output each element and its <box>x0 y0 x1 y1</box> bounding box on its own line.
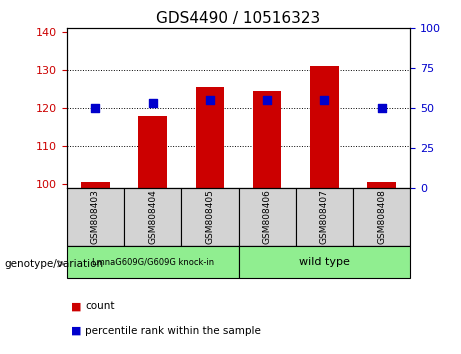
Text: ■: ■ <box>71 301 82 311</box>
Bar <box>296 188 353 246</box>
Bar <box>195 87 224 188</box>
Title: GDS4490 / 10516323: GDS4490 / 10516323 <box>156 11 321 26</box>
Point <box>92 105 99 111</box>
Point <box>378 105 385 111</box>
Text: LmnaG609G/G609G knock-in: LmnaG609G/G609G knock-in <box>92 257 214 267</box>
Text: GSM808405: GSM808405 <box>206 189 214 244</box>
Bar <box>81 182 110 188</box>
Text: GSM808406: GSM808406 <box>263 189 272 244</box>
Point <box>321 97 328 103</box>
Text: GSM808403: GSM808403 <box>91 189 100 244</box>
Bar <box>67 246 239 278</box>
Bar <box>181 188 239 246</box>
Bar <box>138 115 167 188</box>
Point <box>149 101 156 106</box>
Point <box>264 97 271 103</box>
Text: GSM808408: GSM808408 <box>377 189 386 244</box>
Text: wild type: wild type <box>299 257 350 267</box>
Text: percentile rank within the sample: percentile rank within the sample <box>85 326 261 336</box>
Bar <box>253 91 282 188</box>
Text: GSM808404: GSM808404 <box>148 189 157 244</box>
Bar <box>353 188 410 246</box>
Bar <box>124 188 181 246</box>
Bar <box>67 188 124 246</box>
Text: count: count <box>85 301 115 311</box>
Bar <box>239 246 410 278</box>
Text: GSM808407: GSM808407 <box>320 189 329 244</box>
Bar <box>239 188 296 246</box>
Point <box>206 97 213 103</box>
Bar <box>367 182 396 188</box>
Bar <box>310 66 339 188</box>
Text: ■: ■ <box>71 326 82 336</box>
Text: genotype/variation: genotype/variation <box>5 259 104 269</box>
